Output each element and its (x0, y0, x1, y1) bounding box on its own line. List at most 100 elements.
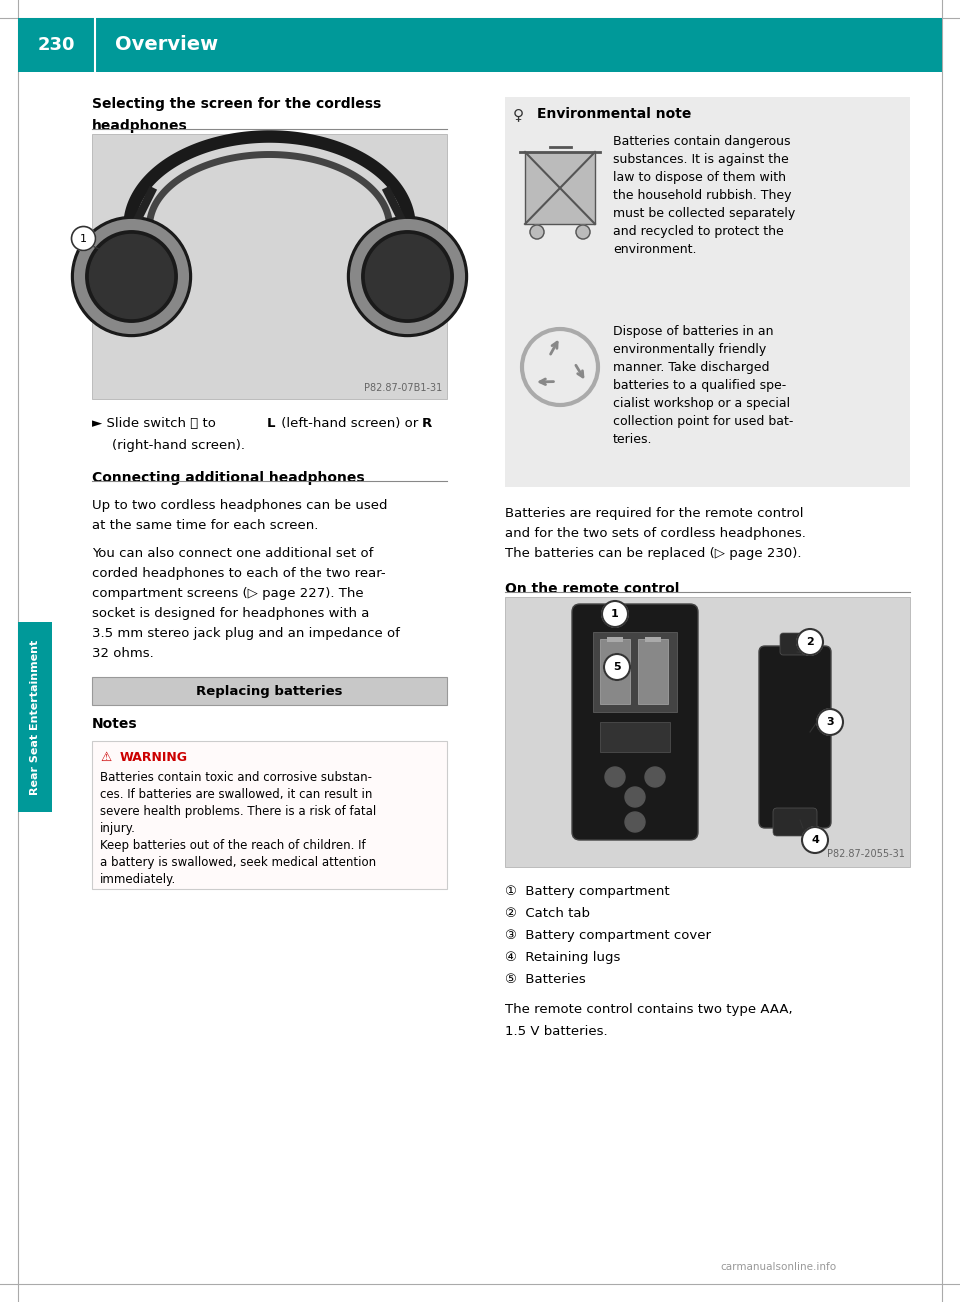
Text: cialist workshop or a special: cialist workshop or a special (613, 397, 790, 410)
Text: injury.: injury. (100, 822, 136, 835)
Circle shape (576, 225, 590, 240)
Text: substances. It is against the: substances. It is against the (613, 154, 789, 165)
Text: Overview: Overview (115, 35, 218, 55)
Circle shape (348, 216, 468, 336)
Text: Batteries contain dangerous: Batteries contain dangerous (613, 135, 790, 148)
Bar (593, 631, 677, 712)
Circle shape (625, 786, 645, 807)
FancyBboxPatch shape (780, 633, 810, 655)
Text: 230: 230 (37, 36, 75, 53)
Text: You can also connect one additional set of: You can also connect one additional set … (92, 547, 373, 560)
Text: ♀: ♀ (513, 107, 524, 122)
Text: socket is designed for headphones with a: socket is designed for headphones with a (92, 607, 370, 620)
Text: ①  Battery compartment: ① Battery compartment (505, 885, 670, 898)
Text: R: R (422, 417, 432, 430)
Bar (600, 723, 670, 753)
Circle shape (802, 827, 828, 853)
Circle shape (645, 767, 665, 786)
Text: Keep batteries out of the reach of children. If: Keep batteries out of the reach of child… (100, 838, 366, 852)
Text: Dispose of batteries in an: Dispose of batteries in an (613, 326, 774, 339)
Text: (left-hand screen) or: (left-hand screen) or (277, 417, 422, 430)
Bar (18, 622, 52, 812)
Text: severe health problems. There is a risk of fatal: severe health problems. There is a risk … (100, 805, 376, 818)
Text: Batteries contain toxic and corrosive substan-: Batteries contain toxic and corrosive su… (100, 771, 372, 784)
Text: must be collected separately: must be collected separately (613, 207, 795, 220)
Bar (505, 598, 910, 867)
Text: Connecting additional headphones: Connecting additional headphones (92, 471, 365, 486)
Bar (92, 677, 447, 704)
Circle shape (602, 602, 628, 628)
Circle shape (604, 654, 630, 680)
Circle shape (89, 234, 174, 319)
Bar (18, 18, 942, 72)
Text: 3: 3 (827, 717, 834, 727)
Text: ⚠: ⚠ (100, 751, 111, 764)
Text: Rear Seat Entertainment: Rear Seat Entertainment (30, 639, 40, 794)
FancyBboxPatch shape (572, 604, 698, 840)
Text: at the same time for each screen.: at the same time for each screen. (92, 519, 319, 533)
Text: ces. If batteries are swallowed, it can result in: ces. If batteries are swallowed, it can … (100, 788, 372, 801)
Text: 1: 1 (612, 609, 619, 618)
Text: law to dispose of them with: law to dispose of them with (613, 171, 786, 184)
Text: The remote control contains two type AAA,: The remote control contains two type AAA… (505, 1003, 793, 1016)
Text: P82.87-2055-31: P82.87-2055-31 (828, 849, 905, 859)
Circle shape (71, 216, 191, 336)
Text: compartment screens (▷ page 227). The: compartment screens (▷ page 227). The (92, 587, 364, 600)
Text: the household rubbish. They: the household rubbish. They (613, 189, 791, 202)
Circle shape (625, 812, 645, 832)
Bar (92, 134, 447, 398)
Text: ⑤  Batteries: ⑤ Batteries (505, 973, 586, 986)
Text: Batteries are required for the remote control: Batteries are required for the remote co… (505, 506, 804, 519)
Bar (600, 639, 630, 704)
Text: Up to two cordless headphones can be used: Up to two cordless headphones can be use… (92, 499, 388, 512)
Text: 1.5 V batteries.: 1.5 V batteries. (505, 1025, 608, 1038)
Text: 3.5 mm stereo jack plug and an impedance of: 3.5 mm stereo jack plug and an impedance… (92, 628, 400, 641)
Circle shape (530, 225, 544, 240)
Text: collection point for used bat-: collection point for used bat- (613, 415, 793, 428)
Text: Replacing batteries: Replacing batteries (196, 685, 343, 698)
Text: headphones: headphones (92, 118, 188, 133)
Text: batteries to a qualified spe-: batteries to a qualified spe- (613, 379, 786, 392)
Text: a battery is swallowed, seek medical attention: a battery is swallowed, seek medical att… (100, 855, 376, 868)
Circle shape (366, 234, 449, 319)
Text: carmanualsonline.info: carmanualsonline.info (720, 1262, 836, 1272)
Text: On the remote control: On the remote control (505, 582, 680, 596)
Text: manner. Take discharged: manner. Take discharged (613, 361, 770, 374)
Text: environment.: environment. (613, 243, 697, 256)
Text: Notes: Notes (92, 717, 137, 730)
Text: ► Slide switch ⓞ to: ► Slide switch ⓞ to (92, 417, 220, 430)
Text: teries.: teries. (613, 434, 653, 447)
Text: 5: 5 (613, 661, 621, 672)
Circle shape (817, 710, 843, 736)
FancyBboxPatch shape (773, 809, 817, 836)
Text: ②  Catch tab: ② Catch tab (505, 907, 590, 921)
Text: 1: 1 (80, 233, 87, 243)
Text: and recycled to protect the: and recycled to protect the (613, 225, 783, 238)
Text: 2: 2 (806, 637, 814, 647)
Text: environmentally friendly: environmentally friendly (613, 342, 766, 355)
Text: 4: 4 (811, 835, 819, 845)
Text: immediately.: immediately. (100, 874, 177, 885)
Text: and for the two sets of cordless headphones.: and for the two sets of cordless headpho… (505, 527, 805, 540)
Text: corded headphones to each of the two rear-: corded headphones to each of the two rea… (92, 566, 386, 579)
Text: ④  Retaining lugs: ④ Retaining lugs (505, 950, 620, 963)
Bar (505, 98, 910, 487)
Text: Environmental note: Environmental note (537, 107, 691, 121)
Circle shape (797, 629, 823, 655)
Text: P82.87-07B1-31: P82.87-07B1-31 (364, 383, 442, 393)
Text: The batteries can be replaced (▷ page 230).: The batteries can be replaced (▷ page 23… (505, 547, 802, 560)
Text: (right-hand screen).: (right-hand screen). (112, 439, 245, 452)
Text: Selecting the screen for the cordless: Selecting the screen for the cordless (92, 98, 381, 111)
FancyBboxPatch shape (759, 646, 831, 828)
Bar (638, 639, 668, 704)
Bar (645, 637, 661, 642)
Bar (525, 152, 595, 224)
Text: WARNING: WARNING (120, 751, 188, 764)
Text: 32 ohms.: 32 ohms. (92, 647, 154, 660)
Bar (607, 637, 623, 642)
Text: L: L (267, 417, 276, 430)
Circle shape (605, 767, 625, 786)
Bar (92, 741, 447, 889)
Text: ③  Battery compartment cover: ③ Battery compartment cover (505, 930, 711, 943)
Circle shape (71, 227, 95, 250)
